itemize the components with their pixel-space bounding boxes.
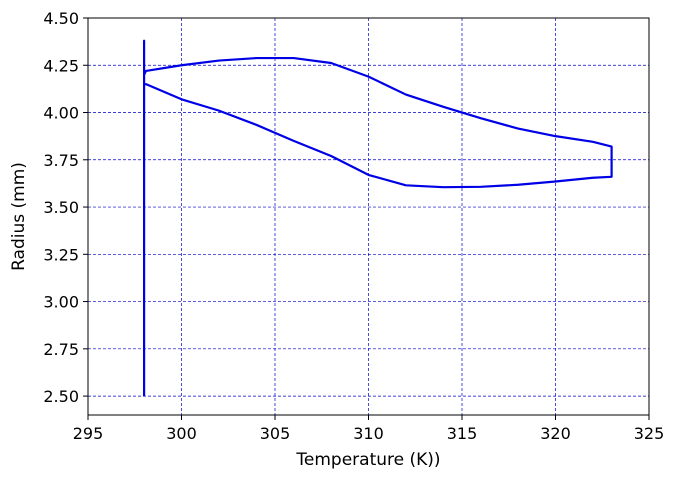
y-tick-label: 4.25 xyxy=(43,56,79,75)
x-axis-label: Temperature (K)) xyxy=(295,450,440,470)
x-tick-label: 310 xyxy=(353,424,384,443)
x-tick-label: 295 xyxy=(73,424,104,443)
x-tick-label: 325 xyxy=(634,424,665,443)
x-tick-label: 320 xyxy=(540,424,571,443)
y-tick-label: 3.75 xyxy=(43,151,79,170)
y-tick-label: 3.50 xyxy=(43,198,79,217)
y-tick-label: 4.00 xyxy=(43,104,79,123)
y-tick-label: 4.50 xyxy=(43,9,79,28)
y-tick-label: 3.25 xyxy=(43,245,79,264)
y-tick-label: 2.50 xyxy=(43,387,79,406)
tick-layer: 295 300 305 310 315 320 325 2.50 2.75 3.00 3.25 3.5… xyxy=(43,9,664,443)
y-axis-label: Radius (mm) xyxy=(9,162,29,271)
x-tick-label: 300 xyxy=(166,424,197,443)
x-tick-label: 315 xyxy=(447,424,478,443)
series-layer xyxy=(143,39,613,397)
series-line xyxy=(143,39,613,397)
x-tick-label: 305 xyxy=(260,424,291,443)
y-tick-label: 3.00 xyxy=(43,293,79,312)
y-tick-label: 2.75 xyxy=(43,340,79,359)
